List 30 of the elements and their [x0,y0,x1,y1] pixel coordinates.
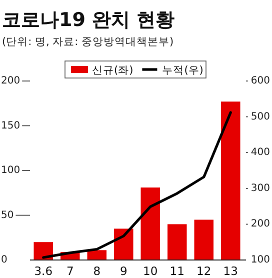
y-tick-label: 0 [1,254,8,266]
y2-tick-label: 600 [250,76,270,86]
bar [194,220,214,260]
x-tick-label: 10 [143,264,158,278]
chart-title: 코로나19 완치 현황 [2,9,175,31]
x-tick-label: 7 [66,264,74,278]
x-tick-label: 8 [93,264,101,278]
x-tick-label: 13 [223,264,238,278]
y-tick-label: 200 [1,76,20,86]
bar [220,102,240,260]
x-tick-label: 9 [120,264,128,278]
bar [34,242,54,260]
y-tick-label: 150 [1,120,20,132]
y2-tick-label: 500 [250,111,270,122]
legend-label: 누적(우) [162,64,204,76]
bar [87,250,107,260]
y-tick-label: 100 [1,165,20,176]
x-tick-label: 11 [170,264,184,278]
bar [114,228,134,260]
y2-tick-label: 200 [250,218,270,230]
bar [167,224,187,260]
y2-tick-label: 400 [250,147,270,158]
y2-tick-label: 100 [250,254,270,266]
y-tick-label: 50 [1,210,14,221]
legend-label: 신규(좌) [92,64,134,76]
bar [140,188,160,260]
x-tick-label: 3.6 [34,264,53,278]
chart-subtitle: (단위: 명, 자료: 중앙방역대책본부) [2,36,174,48]
x-tick-label: 12 [196,264,212,278]
y2-tick-label: 300 [250,182,270,194]
